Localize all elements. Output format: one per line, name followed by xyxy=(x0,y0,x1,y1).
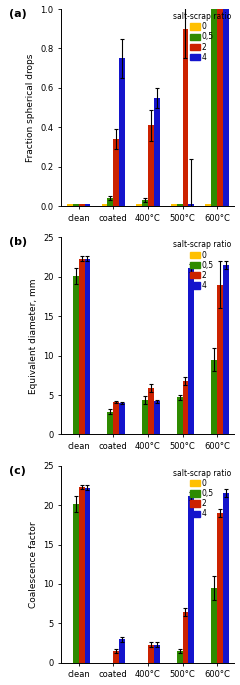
Bar xyxy=(154,401,160,434)
Bar xyxy=(177,651,182,663)
Bar xyxy=(107,412,113,434)
Legend: 0, 0,5, 2, 4: 0, 0,5, 2, 4 xyxy=(172,239,233,292)
Bar xyxy=(211,9,217,206)
Bar xyxy=(119,58,125,206)
Bar xyxy=(84,204,90,206)
Bar xyxy=(217,285,223,434)
Bar xyxy=(67,204,73,206)
Bar xyxy=(182,29,188,206)
Bar xyxy=(148,125,154,206)
Bar xyxy=(182,612,188,663)
Bar xyxy=(148,645,154,663)
Bar xyxy=(211,588,217,663)
Bar xyxy=(119,403,125,434)
Bar xyxy=(154,98,160,206)
Text: (a): (a) xyxy=(9,9,27,19)
Text: (b): (b) xyxy=(9,238,28,247)
Bar xyxy=(84,259,90,434)
Y-axis label: Equivalent diameter, mm: Equivalent diameter, mm xyxy=(29,278,38,394)
Y-axis label: Fraction spherical drops: Fraction spherical drops xyxy=(26,53,35,162)
Bar xyxy=(211,360,217,434)
Bar xyxy=(148,388,154,434)
Bar xyxy=(79,204,84,206)
Bar xyxy=(79,487,84,663)
Bar xyxy=(119,639,125,663)
Bar xyxy=(136,204,142,206)
Legend: 0, 0,5, 2, 4: 0, 0,5, 2, 4 xyxy=(172,467,233,520)
Bar xyxy=(188,496,194,663)
Bar xyxy=(113,651,119,663)
Bar xyxy=(182,381,188,434)
Bar xyxy=(205,204,211,206)
Bar xyxy=(142,200,148,206)
Bar xyxy=(73,204,79,206)
Bar xyxy=(217,513,223,663)
Bar xyxy=(177,204,182,206)
Bar xyxy=(73,276,79,434)
Bar xyxy=(177,397,182,434)
Bar xyxy=(223,265,229,434)
Bar xyxy=(188,268,194,434)
Bar xyxy=(217,9,223,206)
Legend: 0, 0,5, 2, 4: 0, 0,5, 2, 4 xyxy=(172,10,233,63)
Text: (c): (c) xyxy=(9,466,26,475)
Bar xyxy=(107,198,113,206)
Bar xyxy=(102,204,107,206)
Bar xyxy=(113,139,119,206)
Bar xyxy=(171,204,177,206)
Bar xyxy=(84,488,90,663)
Bar xyxy=(73,504,79,663)
Bar xyxy=(79,259,84,434)
Bar xyxy=(142,400,148,434)
Bar xyxy=(154,645,160,663)
Bar xyxy=(188,204,194,206)
Bar xyxy=(223,9,229,206)
Bar xyxy=(223,493,229,663)
Y-axis label: Coalescence factor: Coalescence factor xyxy=(29,521,38,608)
Bar xyxy=(113,402,119,434)
